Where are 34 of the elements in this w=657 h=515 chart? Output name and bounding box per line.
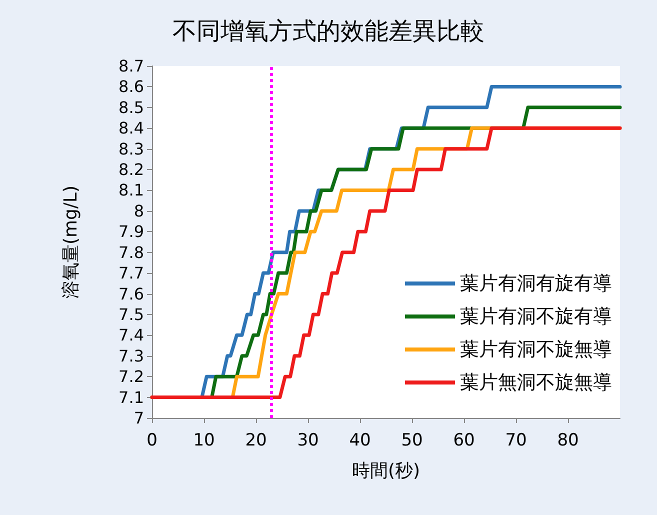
y-tick-label: 8.7 bbox=[118, 56, 144, 76]
y-tick-label: 8.3 bbox=[118, 139, 144, 158]
y-tick-label: 7.9 bbox=[118, 222, 144, 242]
y-tick-label: 8.5 bbox=[118, 98, 144, 117]
y-tick-label: 7.1 bbox=[118, 388, 144, 407]
x-tick-label: 60 bbox=[453, 430, 475, 450]
chart-title: 不同增氧方式的效能差異比較 bbox=[172, 17, 484, 45]
x-tick-label: 80 bbox=[557, 430, 579, 450]
x-tick-label: 0 bbox=[146, 430, 158, 450]
y-tick-label: 8.1 bbox=[118, 180, 144, 200]
x-tick-label: 20 bbox=[245, 430, 267, 450]
x-axis-title: 時間(秒) bbox=[352, 460, 420, 482]
y-tick-label: 7.4 bbox=[118, 326, 144, 345]
y-tick-label: 7.5 bbox=[118, 304, 144, 324]
x-tick-label: 40 bbox=[349, 430, 371, 450]
y-tick-label: 8.6 bbox=[118, 77, 144, 96]
x-tick-label: 50 bbox=[401, 430, 423, 450]
y-tick-label: 7.3 bbox=[118, 346, 144, 366]
y-tick-label: 8.2 bbox=[118, 160, 144, 180]
x-tick-label: 70 bbox=[505, 430, 527, 450]
legend-label: 葉片無洞不旋無導 bbox=[460, 372, 612, 394]
y-tick-label: 8.4 bbox=[118, 118, 144, 138]
y-tick-label: 7.8 bbox=[118, 242, 144, 262]
legend-label: 葉片有洞有旋有導 bbox=[460, 272, 612, 294]
y-axis-title: 溶氧量(mg/L) bbox=[60, 185, 82, 299]
y-tick-label: 7.2 bbox=[118, 367, 144, 386]
y-tick-label: 7 bbox=[134, 408, 144, 428]
x-tick-label: 10 bbox=[193, 430, 215, 450]
legend-label: 葉片有洞不旋有導 bbox=[460, 306, 612, 328]
x-tick-label: 30 bbox=[297, 430, 319, 450]
legend-label: 葉片有洞不旋無導 bbox=[460, 338, 612, 360]
y-tick-label: 8 bbox=[134, 201, 144, 220]
y-tick-label: 7.7 bbox=[118, 264, 144, 283]
y-tick-label: 7.6 bbox=[118, 284, 144, 304]
